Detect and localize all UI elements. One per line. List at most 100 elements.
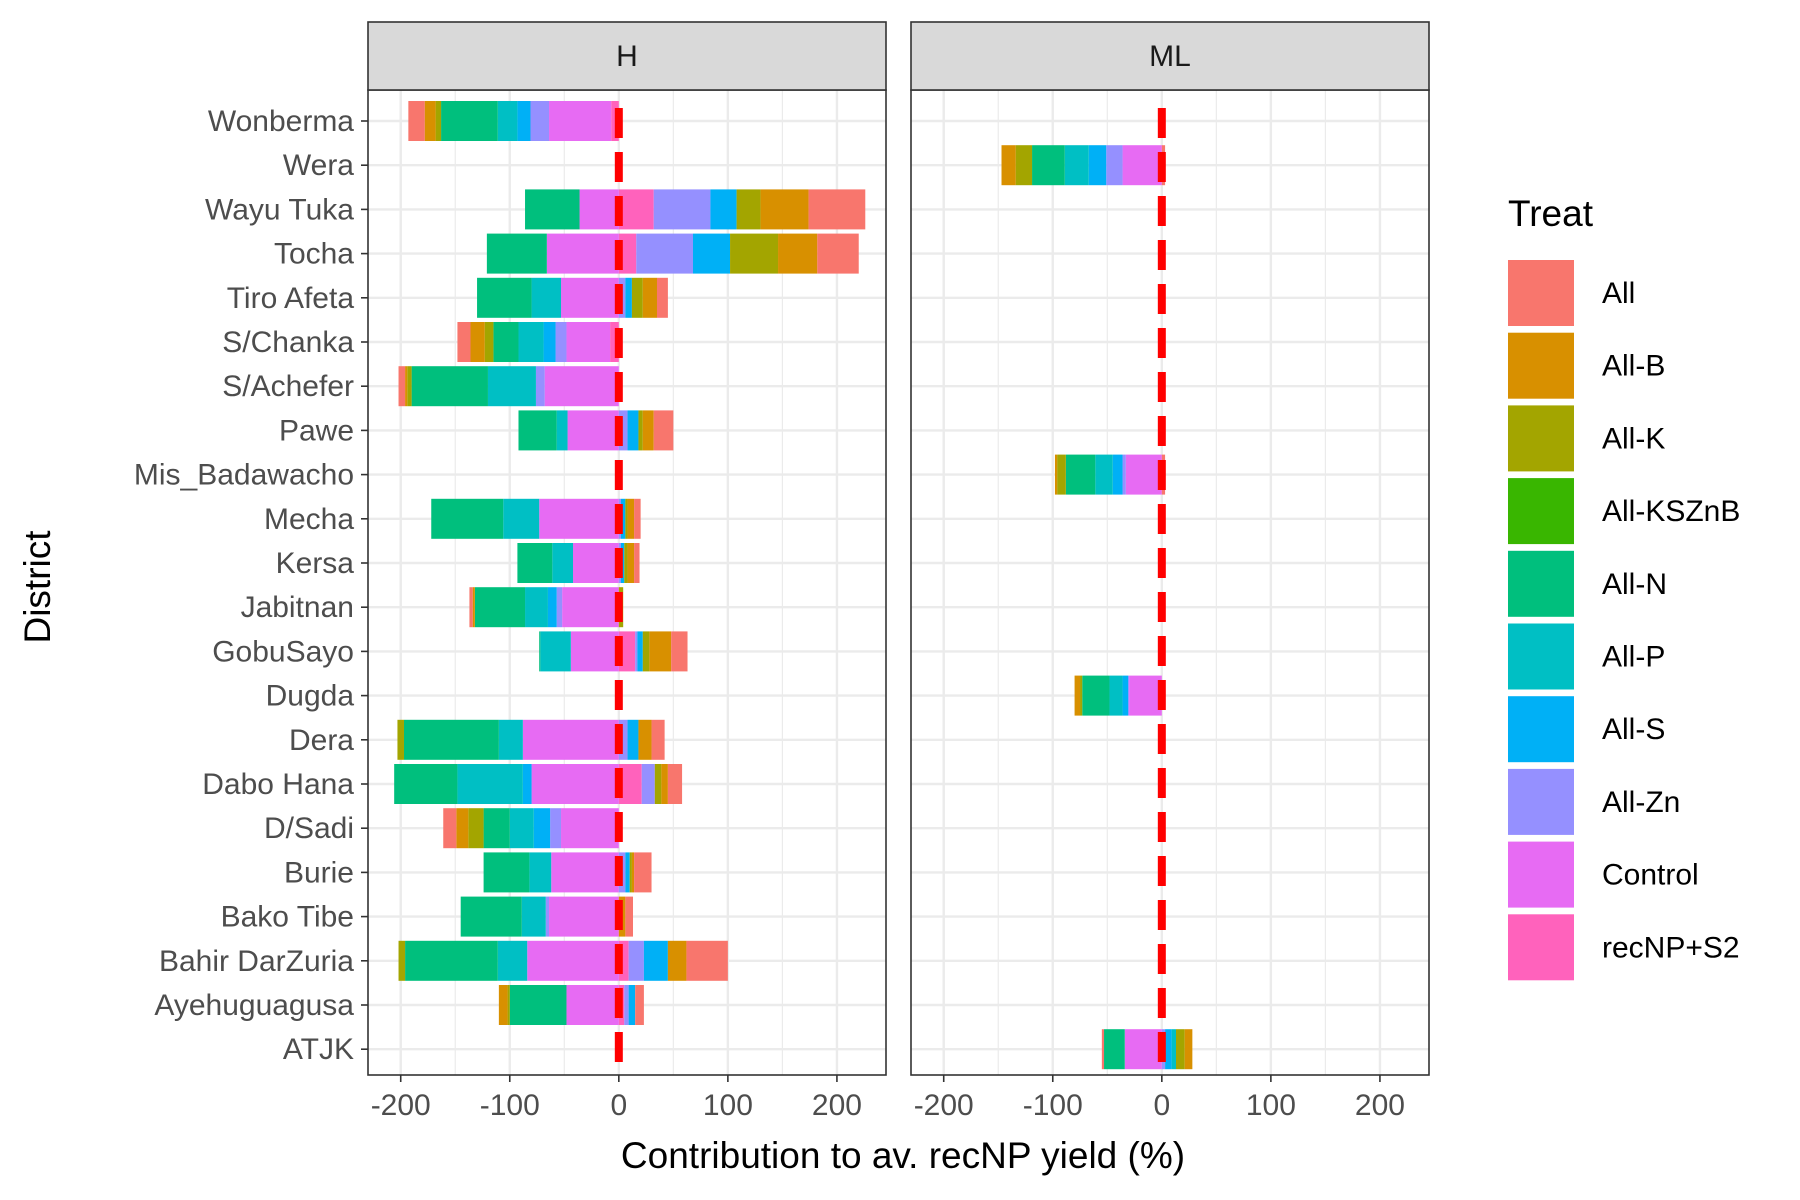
bar-h-ayehuguagusa-all-zn xyxy=(624,985,629,1025)
bar-ml-atjk-all-k xyxy=(1175,1029,1185,1070)
panel-h: H -200 -100 0 100 200 xyxy=(367,21,887,1122)
x-tick-label: -100 xyxy=(1023,1089,1083,1122)
district-label-mis-badawacho: Mis_Badawacho xyxy=(134,459,354,492)
bar-ml-dugda-all-p xyxy=(1109,675,1123,716)
bar-h-mecha-all-b xyxy=(627,498,635,539)
bar-ml-wera-all-p xyxy=(1064,145,1089,186)
bar-h-dabo-hana-all-k xyxy=(654,764,662,804)
x-axis: -200 -100 0 100 200 xyxy=(371,1075,862,1122)
bar-h-pawe-all-s xyxy=(627,410,639,451)
bar-h-s-achefer-all-k xyxy=(407,366,412,407)
bar-h-s-chanka-all-s xyxy=(543,322,556,362)
legend-key xyxy=(1508,623,1574,690)
bar-ml-atjk-all-b xyxy=(1184,1029,1193,1070)
bar-h-gobusayo-all-n xyxy=(539,631,541,672)
bar-h-s-achefer-all-n xyxy=(411,366,488,407)
bar-h-wonberma-all-zn xyxy=(530,101,550,141)
bar-h-d-sadi-all-b xyxy=(456,808,469,849)
bar-h-wayu-tuka-all-s xyxy=(710,189,737,230)
bar-h-ayehuguagusa-control xyxy=(566,985,619,1025)
bar-h-tocha-all-zn xyxy=(636,233,693,274)
legend-key xyxy=(1508,914,1574,981)
x-axis: -200 -100 0 100 200 xyxy=(914,1075,1405,1122)
legend-label: All xyxy=(1602,277,1635,310)
bar-ml-dugda-all-b xyxy=(1074,675,1081,716)
x-tick-label: -200 xyxy=(371,1089,431,1122)
bar-h-bako-tibe-all-n xyxy=(460,896,522,937)
bar-h-pawe-all-b xyxy=(642,410,654,451)
bar-h-ayehuguagusa-all-b xyxy=(498,985,508,1025)
bar-h-d-sadi-all xyxy=(443,808,457,849)
bar-h-d-sadi-all-k xyxy=(468,808,484,849)
bar-ml-wera-all-s xyxy=(1088,145,1107,186)
legend-label: All-B xyxy=(1602,350,1665,383)
x-tick-label: 200 xyxy=(1355,1089,1405,1122)
district-label-tocha: Tocha xyxy=(274,238,354,271)
legend-item-all-p: All-P xyxy=(1508,623,1665,690)
bar-h-wayu-tuka-recnp-s2 xyxy=(618,189,654,230)
bar-h-gobusayo-all-k xyxy=(642,631,650,672)
legend-label: All-KSZnB xyxy=(1602,495,1740,528)
bar-h-bahir-darzuria-all-p xyxy=(497,940,528,981)
district-label-s-achefer: S/Achefer xyxy=(222,370,354,403)
bar-h-wayu-tuka-control xyxy=(579,189,619,230)
bar-h-kersa-all-n xyxy=(517,543,553,583)
bar-h-kersa-all-b xyxy=(627,543,635,583)
legend-key xyxy=(1508,696,1574,763)
bar-h-tocha-recnp-s2 xyxy=(618,233,637,274)
bar-h-gobusayo-all-zn xyxy=(635,631,638,672)
legend-key xyxy=(1508,405,1574,472)
bar-h-dabo-hana-all-s xyxy=(522,764,532,804)
bar-h-bahir-darzuria-all xyxy=(686,940,728,981)
district-label-d-sadi: D/Sadi xyxy=(264,812,354,845)
bar-h-wayu-tuka-all-b xyxy=(760,189,809,230)
bar-h-tocha-all-k xyxy=(730,233,779,274)
legend-key xyxy=(1508,550,1574,617)
bar-h-d-sadi-all-p xyxy=(509,808,534,849)
bar-h-s-achefer-control xyxy=(544,366,619,407)
bar-h-gobusayo-recnp-s2 xyxy=(618,631,636,672)
bar-h-mecha-all xyxy=(634,498,641,539)
bar-h-pawe-control xyxy=(567,410,619,451)
legend-item-all-zn: All-Zn xyxy=(1508,768,1680,835)
bar-ml-mis-badawacho-all-b xyxy=(1054,454,1058,495)
bar-h-wayu-tuka-all-zn xyxy=(653,189,711,230)
bar-ml-atjk-all xyxy=(1101,1029,1105,1070)
legend-label: Control xyxy=(1602,859,1699,892)
bar-h-tiro-afeta-all-b xyxy=(642,277,657,318)
panel-background xyxy=(911,90,1429,1075)
district-label-pawe: Pawe xyxy=(279,414,354,447)
district-label-jabitnan: Jabitnan xyxy=(241,591,354,624)
bar-h-burie-all-b xyxy=(631,852,635,893)
legend-item-all-n: All-N xyxy=(1508,550,1667,617)
bar-h-d-sadi-all-s xyxy=(533,808,551,849)
bar-h-dabo-hana-control xyxy=(531,764,619,804)
bar-h-bahir-darzuria-recnp-s2 xyxy=(618,940,629,981)
facet-strip-h xyxy=(367,21,887,91)
legend-item-all-ksznb: All-KSZnB xyxy=(1508,478,1740,545)
panel-ml: ML -200 -100 0 100 200 xyxy=(910,21,1430,1122)
bar-h-burie-all-n xyxy=(483,852,530,893)
district-label-s-chanka: S/Chanka xyxy=(222,326,354,359)
bar-h-tiro-afeta-all-p xyxy=(531,277,562,318)
bar-h-jabitnan-all-n xyxy=(474,587,526,628)
bar-h-ayehuguagusa-all-n xyxy=(509,985,567,1025)
bar-h-dabo-hana-all-b xyxy=(661,764,668,804)
legend-item-all-b: All-B xyxy=(1508,332,1665,399)
bar-h-wonberma-all-n xyxy=(441,101,498,141)
bar-h-gobusayo-all xyxy=(671,631,688,672)
bar-h-tiro-afeta-all-s xyxy=(625,277,632,318)
bar-h-wayu-tuka-all-n xyxy=(525,189,580,230)
bar-h-s-chanka-all-p xyxy=(518,322,544,362)
legend-label: All-P xyxy=(1602,641,1665,674)
bar-h-burie-all-k xyxy=(629,852,632,893)
district-label-ayehuguagusa: Ayehuguagusa xyxy=(154,989,354,1022)
bar-h-d-sadi-control xyxy=(561,808,619,849)
legend-item-all: All xyxy=(1508,260,1635,326)
bar-h-bahir-darzuria-all-s xyxy=(643,940,668,981)
bar-h-kersa-all xyxy=(634,543,640,583)
legend-label: All-S xyxy=(1602,713,1665,746)
bar-h-dera-all-zn xyxy=(618,719,628,760)
bar-h-jabitnan-all-b xyxy=(472,587,475,628)
